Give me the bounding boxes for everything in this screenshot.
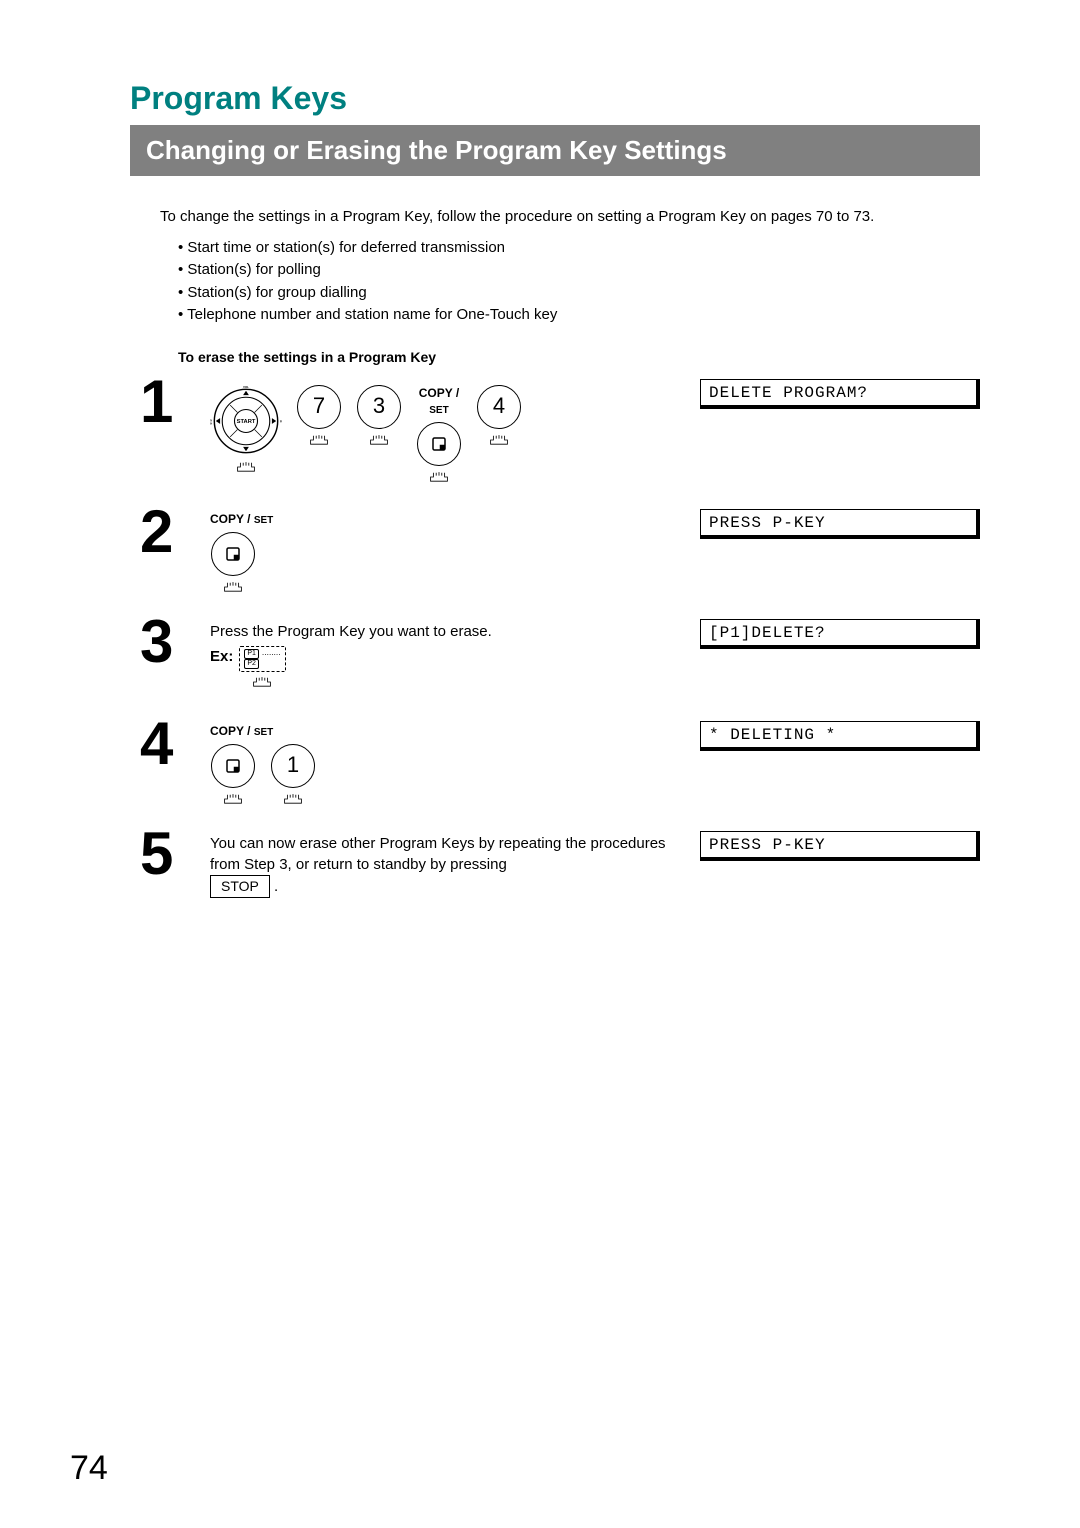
step-1: 1 ST xyxy=(140,375,980,484)
bullet-item: Station(s) for group dialling xyxy=(178,282,980,305)
program-key-box: P1‥‥‥‥ P2 xyxy=(239,646,285,671)
press-icon xyxy=(218,791,248,805)
set-key-icon xyxy=(211,744,255,788)
lcd-display: PRESS P-KEY xyxy=(700,509,980,539)
press-icon xyxy=(424,469,454,483)
step-4: 4 COPY / SET 1 * DELETING * xyxy=(140,717,980,805)
step-3: 3 Press the Program Key you want to eras… xyxy=(140,615,980,694)
key-row xyxy=(210,532,670,593)
copy-set-label: COPY / SET xyxy=(416,385,462,419)
bullet-item: Station(s) for polling xyxy=(178,259,980,282)
press-icon xyxy=(247,674,277,695)
bullet-item: Start time or station(s) for deferred tr… xyxy=(178,237,980,260)
nav-pad-icon: START VOL DIRECTORY SEARCH FUNCTION xyxy=(210,385,282,457)
section-heading-bar: Changing or Erasing the Program Key Sett… xyxy=(130,125,980,176)
example-label: Ex: xyxy=(210,646,233,667)
p2-label: P2 xyxy=(244,659,259,669)
step-text-suffix: . xyxy=(274,878,278,895)
press-icon xyxy=(364,432,394,446)
set-key-icon xyxy=(417,422,461,466)
key-copy-set xyxy=(210,532,256,593)
step-number: 3 xyxy=(140,615,210,669)
press-icon xyxy=(304,432,334,446)
lcd-display: PRESS P-KEY xyxy=(700,831,980,861)
key-circle: 4 xyxy=(477,385,521,429)
step-text: You can now erase other Program Keys by … xyxy=(210,835,666,873)
key-1: 1 xyxy=(270,744,316,805)
press-icon xyxy=(484,432,514,446)
press-icon xyxy=(278,791,308,805)
step-5: 5 You can now erase other Program Keys b… xyxy=(140,827,980,899)
p1-label: P1 xyxy=(244,649,259,659)
svg-text:SEARCH: SEARCH xyxy=(210,422,212,425)
key-3: 3 xyxy=(356,385,402,446)
svg-text:START: START xyxy=(237,419,256,425)
key-circle: 1 xyxy=(271,744,315,788)
key-7: 7 xyxy=(296,385,342,446)
set-key-icon xyxy=(211,532,255,576)
step-number: 5 xyxy=(140,827,210,881)
lcd-display: [P1]DELETE? xyxy=(700,619,980,649)
stop-key-box: STOP xyxy=(210,875,270,899)
page-title: Program Keys xyxy=(130,80,980,117)
key-copy-set: COPY / SET xyxy=(416,385,462,484)
key-row: START VOL DIRECTORY SEARCH FUNCTION 7 xyxy=(210,385,670,484)
step-number: 1 xyxy=(140,375,210,429)
copy-set-label: COPY / SET xyxy=(210,723,670,740)
copy-set-label: COPY / SET xyxy=(210,511,670,528)
bullet-list: Start time or station(s) for deferred tr… xyxy=(178,237,980,327)
lcd-display: DELETE PROGRAM? xyxy=(700,379,980,409)
svg-text:VOL: VOL xyxy=(243,385,249,389)
key-circle: 3 xyxy=(357,385,401,429)
step-text: Press the Program Key you want to erase. xyxy=(210,621,670,642)
key-copy-set xyxy=(210,744,256,805)
key-4: 4 xyxy=(476,385,522,446)
step-number: 4 xyxy=(140,717,210,771)
intro-text: To change the settings in a Program Key,… xyxy=(160,206,980,229)
bullet-item: Telephone number and station name for On… xyxy=(178,304,980,327)
step-number: 2 xyxy=(140,505,210,559)
press-icon xyxy=(218,579,248,593)
steps-container: 1 ST xyxy=(140,375,980,899)
erase-heading: To erase the settings in a Program Key xyxy=(178,349,980,365)
page-number: 74 xyxy=(70,1449,108,1488)
key-circle: 7 xyxy=(297,385,341,429)
lcd-display: * DELETING * xyxy=(700,721,980,751)
svg-text:FUNCTION: FUNCTION xyxy=(280,420,282,423)
key-row: 1 xyxy=(210,744,670,805)
step-2: 2 COPY / SET PRESS P-KEY xyxy=(140,505,980,593)
